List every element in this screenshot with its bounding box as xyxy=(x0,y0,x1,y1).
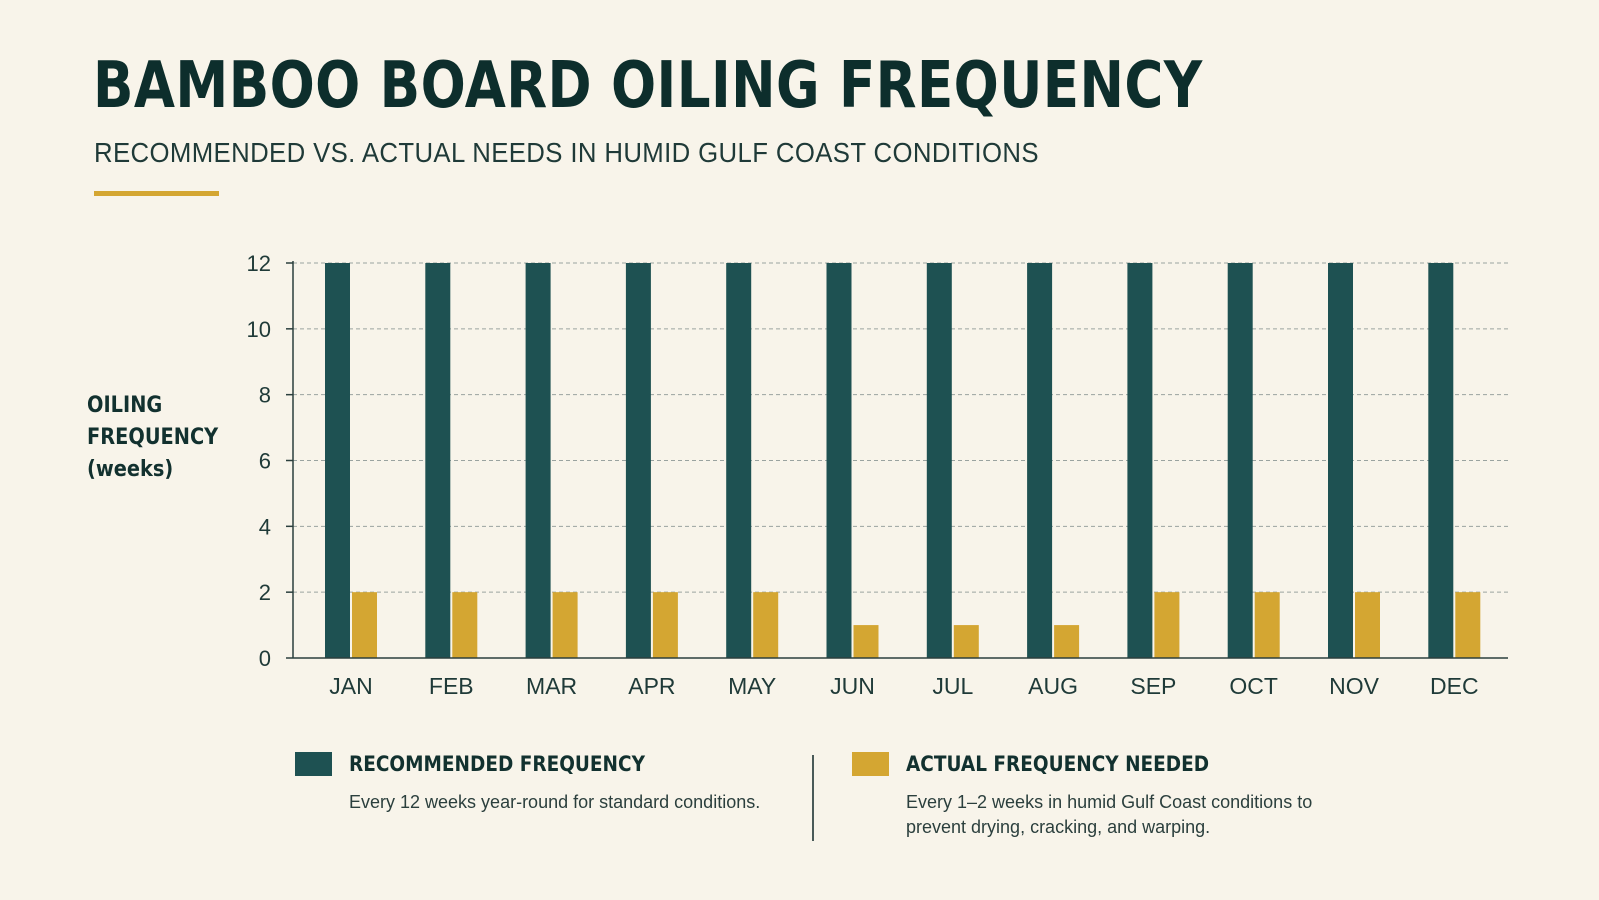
bar-actual xyxy=(1355,592,1380,658)
bar-recommended xyxy=(1428,263,1454,658)
page-title: BAMBOO BOARD OILING FREQUENCY xyxy=(93,49,1203,123)
y-tick-label: 12 xyxy=(247,251,271,276)
legend-divider xyxy=(812,755,814,841)
y-tick-label: 4 xyxy=(259,514,271,539)
legend-title-recommended: RECOMMENDED FREQUENCY xyxy=(349,752,645,776)
bar-recommended xyxy=(1027,263,1053,658)
bar-recommended xyxy=(1127,263,1153,658)
legend-swatch-recommended xyxy=(295,752,332,776)
y-tick-label: 0 xyxy=(259,646,271,671)
bar-recommended xyxy=(826,263,852,658)
legend-swatch-actual xyxy=(852,752,889,776)
bar-actual xyxy=(552,592,578,658)
y-axis-title-line: OILING xyxy=(87,393,163,418)
bar-actual xyxy=(352,592,377,658)
bar-chart: 0 2 4 6 8 10 12 JAN FEB MAR APR MAY JUN JUL AUG SEP OCT N… xyxy=(247,251,1508,699)
x-tick-label: OCT xyxy=(1229,673,1278,699)
bar-actual xyxy=(1054,625,1080,658)
x-tick-label: JUL xyxy=(932,673,973,699)
page-subtitle: RECOMMENDED VS. ACTUAL NEEDS IN HUMID GU… xyxy=(94,137,1039,168)
axes: 0 2 4 6 8 10 12 JAN FEB MAR APR MAY JUN JUL AUG SEP OCT N… xyxy=(247,251,1508,699)
bar-actual xyxy=(652,592,678,658)
bar-recommended xyxy=(926,263,952,658)
y-axis-title-line: FREQUENCY xyxy=(87,425,219,450)
bar-actual xyxy=(753,592,779,658)
x-tick-label: JUN xyxy=(830,673,875,699)
bar-recommended xyxy=(325,263,350,658)
bar-recommended xyxy=(1227,263,1253,658)
bar-actual xyxy=(1154,592,1180,658)
bar-actual xyxy=(452,592,478,658)
legend-title-actual: ACTUAL FREQUENCY NEEDED xyxy=(906,752,1210,776)
y-tick-label: 2 xyxy=(259,580,271,605)
bar-actual xyxy=(1254,592,1280,658)
x-tick-label: MAR xyxy=(526,673,577,699)
y-axis-title-line: (weeks) xyxy=(87,457,174,482)
bar-recommended xyxy=(525,263,551,658)
y-tick-label: 10 xyxy=(247,317,271,342)
x-tick-label: MAY xyxy=(728,673,776,699)
legend-description-recommended: Every 12 weeks year-round for standard c… xyxy=(349,792,761,812)
bar-actual xyxy=(853,625,879,658)
y-tick-label: 6 xyxy=(259,449,271,474)
accent-rule xyxy=(94,191,219,196)
x-tick-label: SEP xyxy=(1130,673,1176,699)
x-tick-label: JAN xyxy=(329,673,372,699)
legend-description-actual: Every 1–2 weeks in humid Gulf Coast cond… xyxy=(906,792,1313,837)
bar-recommended xyxy=(625,263,651,658)
bar-recommended xyxy=(1328,263,1353,658)
x-tick-label: FEB xyxy=(429,673,474,699)
bar-recommended xyxy=(726,263,752,658)
bars xyxy=(325,263,1481,658)
bar-actual xyxy=(1455,592,1481,658)
x-tick-label: AUG xyxy=(1028,673,1078,699)
y-axis-title: OILING FREQUENCY (weeks) xyxy=(87,390,228,486)
gridlines xyxy=(293,262,1508,593)
bar-actual xyxy=(953,625,979,658)
bar-recommended xyxy=(425,263,451,658)
x-tick-label: NOV xyxy=(1329,673,1380,699)
x-tick-label: APR xyxy=(628,673,675,699)
y-tick-label: 8 xyxy=(259,383,271,408)
x-tick-label: DEC xyxy=(1430,673,1479,699)
